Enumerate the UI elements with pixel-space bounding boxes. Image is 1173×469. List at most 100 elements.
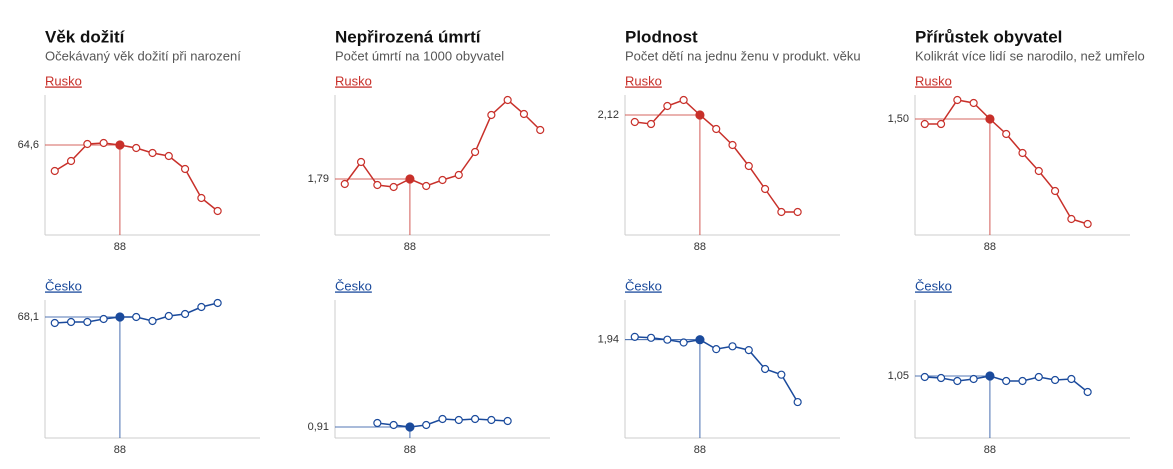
- data-point: [422, 181, 431, 191]
- data-point: [1050, 375, 1060, 385]
- x-tick-label: 88: [404, 241, 416, 253]
- data-point: [454, 415, 463, 425]
- x-tick-label: 88: [694, 444, 706, 456]
- series-name[interactable]: Rusko: [915, 73, 952, 88]
- data-point: [115, 140, 125, 150]
- data-point: [663, 335, 672, 344]
- data-point: [1050, 186, 1060, 196]
- series-name[interactable]: Česko: [45, 278, 82, 293]
- data-point: [728, 140, 737, 150]
- y-tick-label: 64,6: [18, 139, 39, 151]
- data-point: [663, 101, 672, 111]
- data-point: [536, 125, 545, 135]
- data-point: [679, 95, 688, 105]
- data-point: [936, 119, 946, 129]
- series-name[interactable]: Česko: [625, 278, 662, 293]
- y-tick-label: 2,12: [598, 109, 619, 121]
- data-point: [760, 184, 770, 194]
- y-tick-label: 1,94: [598, 334, 619, 346]
- data-point: [1083, 387, 1092, 397]
- data-point: [148, 316, 157, 326]
- data-point: [180, 164, 190, 174]
- data-point: [936, 373, 946, 383]
- data-point: [1002, 376, 1011, 386]
- series-name[interactable]: Česko: [915, 278, 952, 293]
- panel-subtitle: Očekávaný věk dožití při narození: [45, 48, 241, 63]
- data-point: [519, 109, 529, 119]
- data-point: [953, 95, 962, 105]
- data-point: [630, 117, 639, 127]
- data-point: [132, 312, 141, 322]
- x-tick-label: 88: [694, 241, 706, 253]
- series-line: [54, 142, 219, 212]
- x-tick-label: 88: [404, 444, 416, 456]
- data-point: [777, 370, 786, 379]
- panel-title: Plodnost: [625, 27, 698, 46]
- data-point: [1034, 372, 1043, 382]
- data-point: [438, 414, 447, 424]
- data-point: [470, 414, 480, 424]
- data-point: [744, 161, 753, 171]
- data-point: [50, 166, 59, 176]
- data-point: [83, 317, 92, 327]
- data-point: [422, 420, 431, 430]
- data-point: [1018, 376, 1027, 386]
- panel-title: Nepřirozená úmrtí: [335, 27, 482, 46]
- data-point: [487, 415, 496, 425]
- data-point: [438, 175, 447, 185]
- data-point: [99, 138, 108, 148]
- data-point: [953, 376, 962, 386]
- data-point: [793, 207, 802, 217]
- data-point: [356, 157, 366, 167]
- data-point: [695, 335, 705, 345]
- data-point: [373, 418, 382, 428]
- panel-title: Přírůstek obyvatel: [915, 27, 1062, 46]
- data-point: [712, 124, 721, 134]
- data-point: [679, 338, 688, 347]
- data-point: [115, 312, 125, 322]
- data-point: [66, 156, 76, 166]
- series-name[interactable]: Česko: [335, 278, 372, 293]
- data-point: [470, 147, 480, 157]
- data-point: [389, 182, 398, 192]
- series-line: [634, 99, 798, 213]
- panel-title: Věk dožití: [45, 27, 126, 46]
- y-tick-label: 68,1: [18, 311, 39, 323]
- data-point: [1018, 148, 1027, 158]
- data-point: [340, 179, 349, 189]
- data-point: [213, 298, 222, 308]
- x-tick-label: 88: [114, 241, 126, 253]
- data-point: [164, 311, 173, 321]
- x-tick-label: 88: [114, 444, 126, 456]
- data-point: [969, 374, 978, 384]
- data-point: [454, 170, 463, 180]
- data-point: [760, 364, 770, 374]
- panel-subtitle: Počet úmrtí na 1000 obyvatel: [335, 48, 504, 63]
- data-point: [646, 333, 656, 342]
- data-point: [389, 420, 398, 430]
- data-point: [744, 345, 753, 355]
- data-point: [777, 207, 786, 217]
- y-tick-label: 1,05: [888, 370, 909, 382]
- data-point: [503, 95, 512, 105]
- series-name[interactable]: Rusko: [625, 73, 662, 88]
- data-point: [83, 139, 92, 149]
- data-point: [405, 174, 415, 184]
- data-point: [197, 193, 206, 203]
- data-point: [793, 397, 802, 407]
- data-point: [148, 148, 157, 158]
- data-point: [920, 119, 929, 129]
- data-point: [66, 317, 76, 327]
- series-name[interactable]: Rusko: [335, 73, 372, 88]
- data-point: [180, 309, 190, 319]
- data-point: [630, 332, 639, 341]
- series-name[interactable]: Rusko: [45, 73, 82, 88]
- data-point: [50, 318, 59, 328]
- data-point: [728, 342, 737, 351]
- data-point: [132, 143, 141, 153]
- panel-subtitle: Kolikrát více lidí se narodilo, než umře…: [915, 48, 1145, 63]
- data-point: [1083, 219, 1092, 229]
- data-point: [213, 206, 222, 216]
- y-tick-label: 1,50: [888, 113, 909, 125]
